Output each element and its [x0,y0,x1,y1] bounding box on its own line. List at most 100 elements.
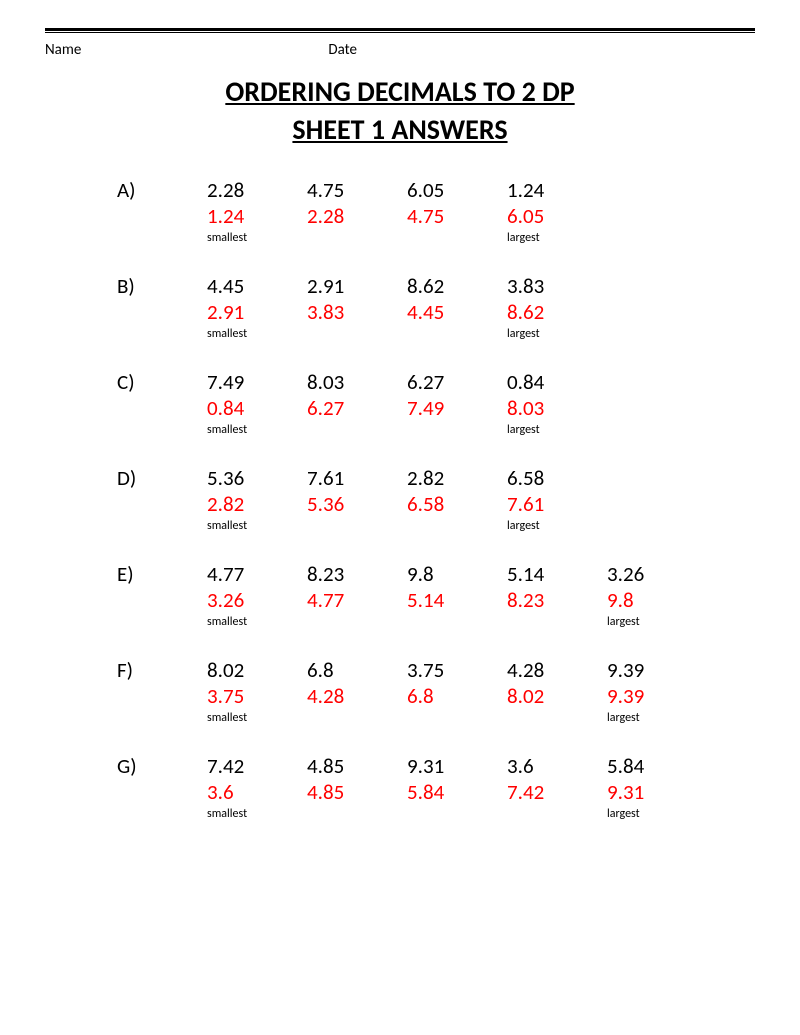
given-value: 8.02 [207,657,307,683]
smallest-label: smallest [207,519,307,533]
given-value: 0.84 [507,369,607,395]
worksheet-title: ORDERING DECIMALS TO 2 DP SHEET 1 ANSWER… [45,73,755,149]
answer-value: 6.8 [407,683,507,709]
given-value: 3.6 [507,753,607,779]
answer-value: 6.05 [507,203,607,229]
range-labels-line: smallest largest [117,519,755,533]
given-line: B)4.452.918.623.83 [117,273,755,299]
smallest-label: smallest [207,423,307,437]
given-value: 9.31 [407,753,507,779]
given-value: 5.84 [607,753,707,779]
largest-label: largest [507,519,607,533]
largest-label: largest [607,807,707,821]
question-letter: B) [117,273,207,299]
answer-value: 0.84 [207,395,307,421]
given-value: 6.05 [407,177,507,203]
answer-value: 9.39 [607,683,707,709]
answer-line: 2.825.366.587.61 [117,491,755,517]
given-value: 1.24 [507,177,607,203]
given-value: 6.27 [407,369,507,395]
answer-line: 0.846.277.498.03 [117,395,755,421]
smallest-label: smallest [207,615,307,629]
answer-value: 4.77 [307,587,407,613]
answer-value: 4.75 [407,203,507,229]
answer-value: 5.36 [307,491,407,517]
given-value: 4.28 [507,657,607,683]
given-value: 5.36 [207,465,307,491]
given-line: G)7.424.859.313.65.84 [117,753,755,779]
given-line: A)2.284.756.051.24 [117,177,755,203]
questions-container: A)2.284.756.051.241.242.284.756.05smalle… [45,177,755,821]
answer-line: 1.242.284.756.05 [117,203,755,229]
given-value: 2.28 [207,177,307,203]
given-value: 9.8 [407,561,507,587]
question-row: B)4.452.918.623.832.913.834.458.62smalle… [117,273,755,341]
given-value: 3.83 [507,273,607,299]
answer-line: 3.64.855.847.429.31 [117,779,755,805]
question-letter: C) [117,369,207,395]
given-value: 6.58 [507,465,607,491]
given-line: D)5.367.612.826.58 [117,465,755,491]
question-letter: D) [117,465,207,491]
range-labels-line: smallest largest [117,423,755,437]
given-value: 4.85 [307,753,407,779]
largest-label: largest [607,711,707,725]
given-value: 7.49 [207,369,307,395]
range-labels-line: smallestlargest [117,615,755,629]
answer-line: 2.913.834.458.62 [117,299,755,325]
smallest-label: smallest [207,711,307,725]
given-value: 2.91 [307,273,407,299]
given-value: 8.23 [307,561,407,587]
given-value: 7.42 [207,753,307,779]
question-letter: F) [117,657,207,683]
range-labels-line: smallest largest [117,711,755,725]
answer-value: 1.24 [207,203,307,229]
name-label: Name [45,41,325,59]
answer-value: 4.85 [307,779,407,805]
worksheet-page: Name Date ORDERING DECIMALS TO 2 DP SHEE… [0,28,800,889]
given-value: 2.82 [407,465,507,491]
answer-value: 8.03 [507,395,607,421]
answer-value: 8.62 [507,299,607,325]
smallest-label: smallest [207,231,307,245]
answer-value: 6.58 [407,491,507,517]
answer-value: 9.8 [607,587,707,613]
largest-label: largest [507,231,607,245]
given-line: F)8.026.83.754.289.39 [117,657,755,683]
question-row: F)8.026.83.754.289.393.754.286.88.029.39… [117,657,755,725]
answer-value: 7.42 [507,779,607,805]
answer-value: 8.02 [507,683,607,709]
answer-value: 6.27 [307,395,407,421]
question-row: E)4.778.239.85.143.263.264.775.148.239.8… [117,561,755,629]
largest-label: largest [507,423,607,437]
answer-line: 3.264.775.148.239.8 [117,587,755,613]
question-letter: E) [117,561,207,587]
given-value: 4.45 [207,273,307,299]
answer-value: 2.91 [207,299,307,325]
given-value: 5.14 [507,561,607,587]
top-rule [45,28,755,33]
given-value: 8.03 [307,369,407,395]
date-label: Date [328,41,357,59]
answer-value: 2.28 [307,203,407,229]
largest-label: largest [507,327,607,341]
given-value: 3.75 [407,657,507,683]
range-labels-line: smallest largest [117,231,755,245]
answer-value: 3.6 [207,779,307,805]
answer-value: 7.49 [407,395,507,421]
answer-value: 4.28 [307,683,407,709]
given-value: 4.77 [207,561,307,587]
smallest-label: smallest [207,807,307,821]
answer-value: 5.14 [407,587,507,613]
given-value: 9.39 [607,657,707,683]
answer-line: 3.754.286.88.029.39 [117,683,755,709]
answer-value: 9.31 [607,779,707,805]
question-row: C)7.498.036.270.840.846.277.498.03smalle… [117,369,755,437]
given-line: E)4.778.239.85.143.26 [117,561,755,587]
given-value: 7.61 [307,465,407,491]
title-line-1: ORDERING DECIMALS TO 2 DP [45,73,755,111]
answer-value: 4.45 [407,299,507,325]
title-line-2: SHEET 1 ANSWERS [45,111,755,149]
given-value: 4.75 [307,177,407,203]
answer-value: 5.84 [407,779,507,805]
